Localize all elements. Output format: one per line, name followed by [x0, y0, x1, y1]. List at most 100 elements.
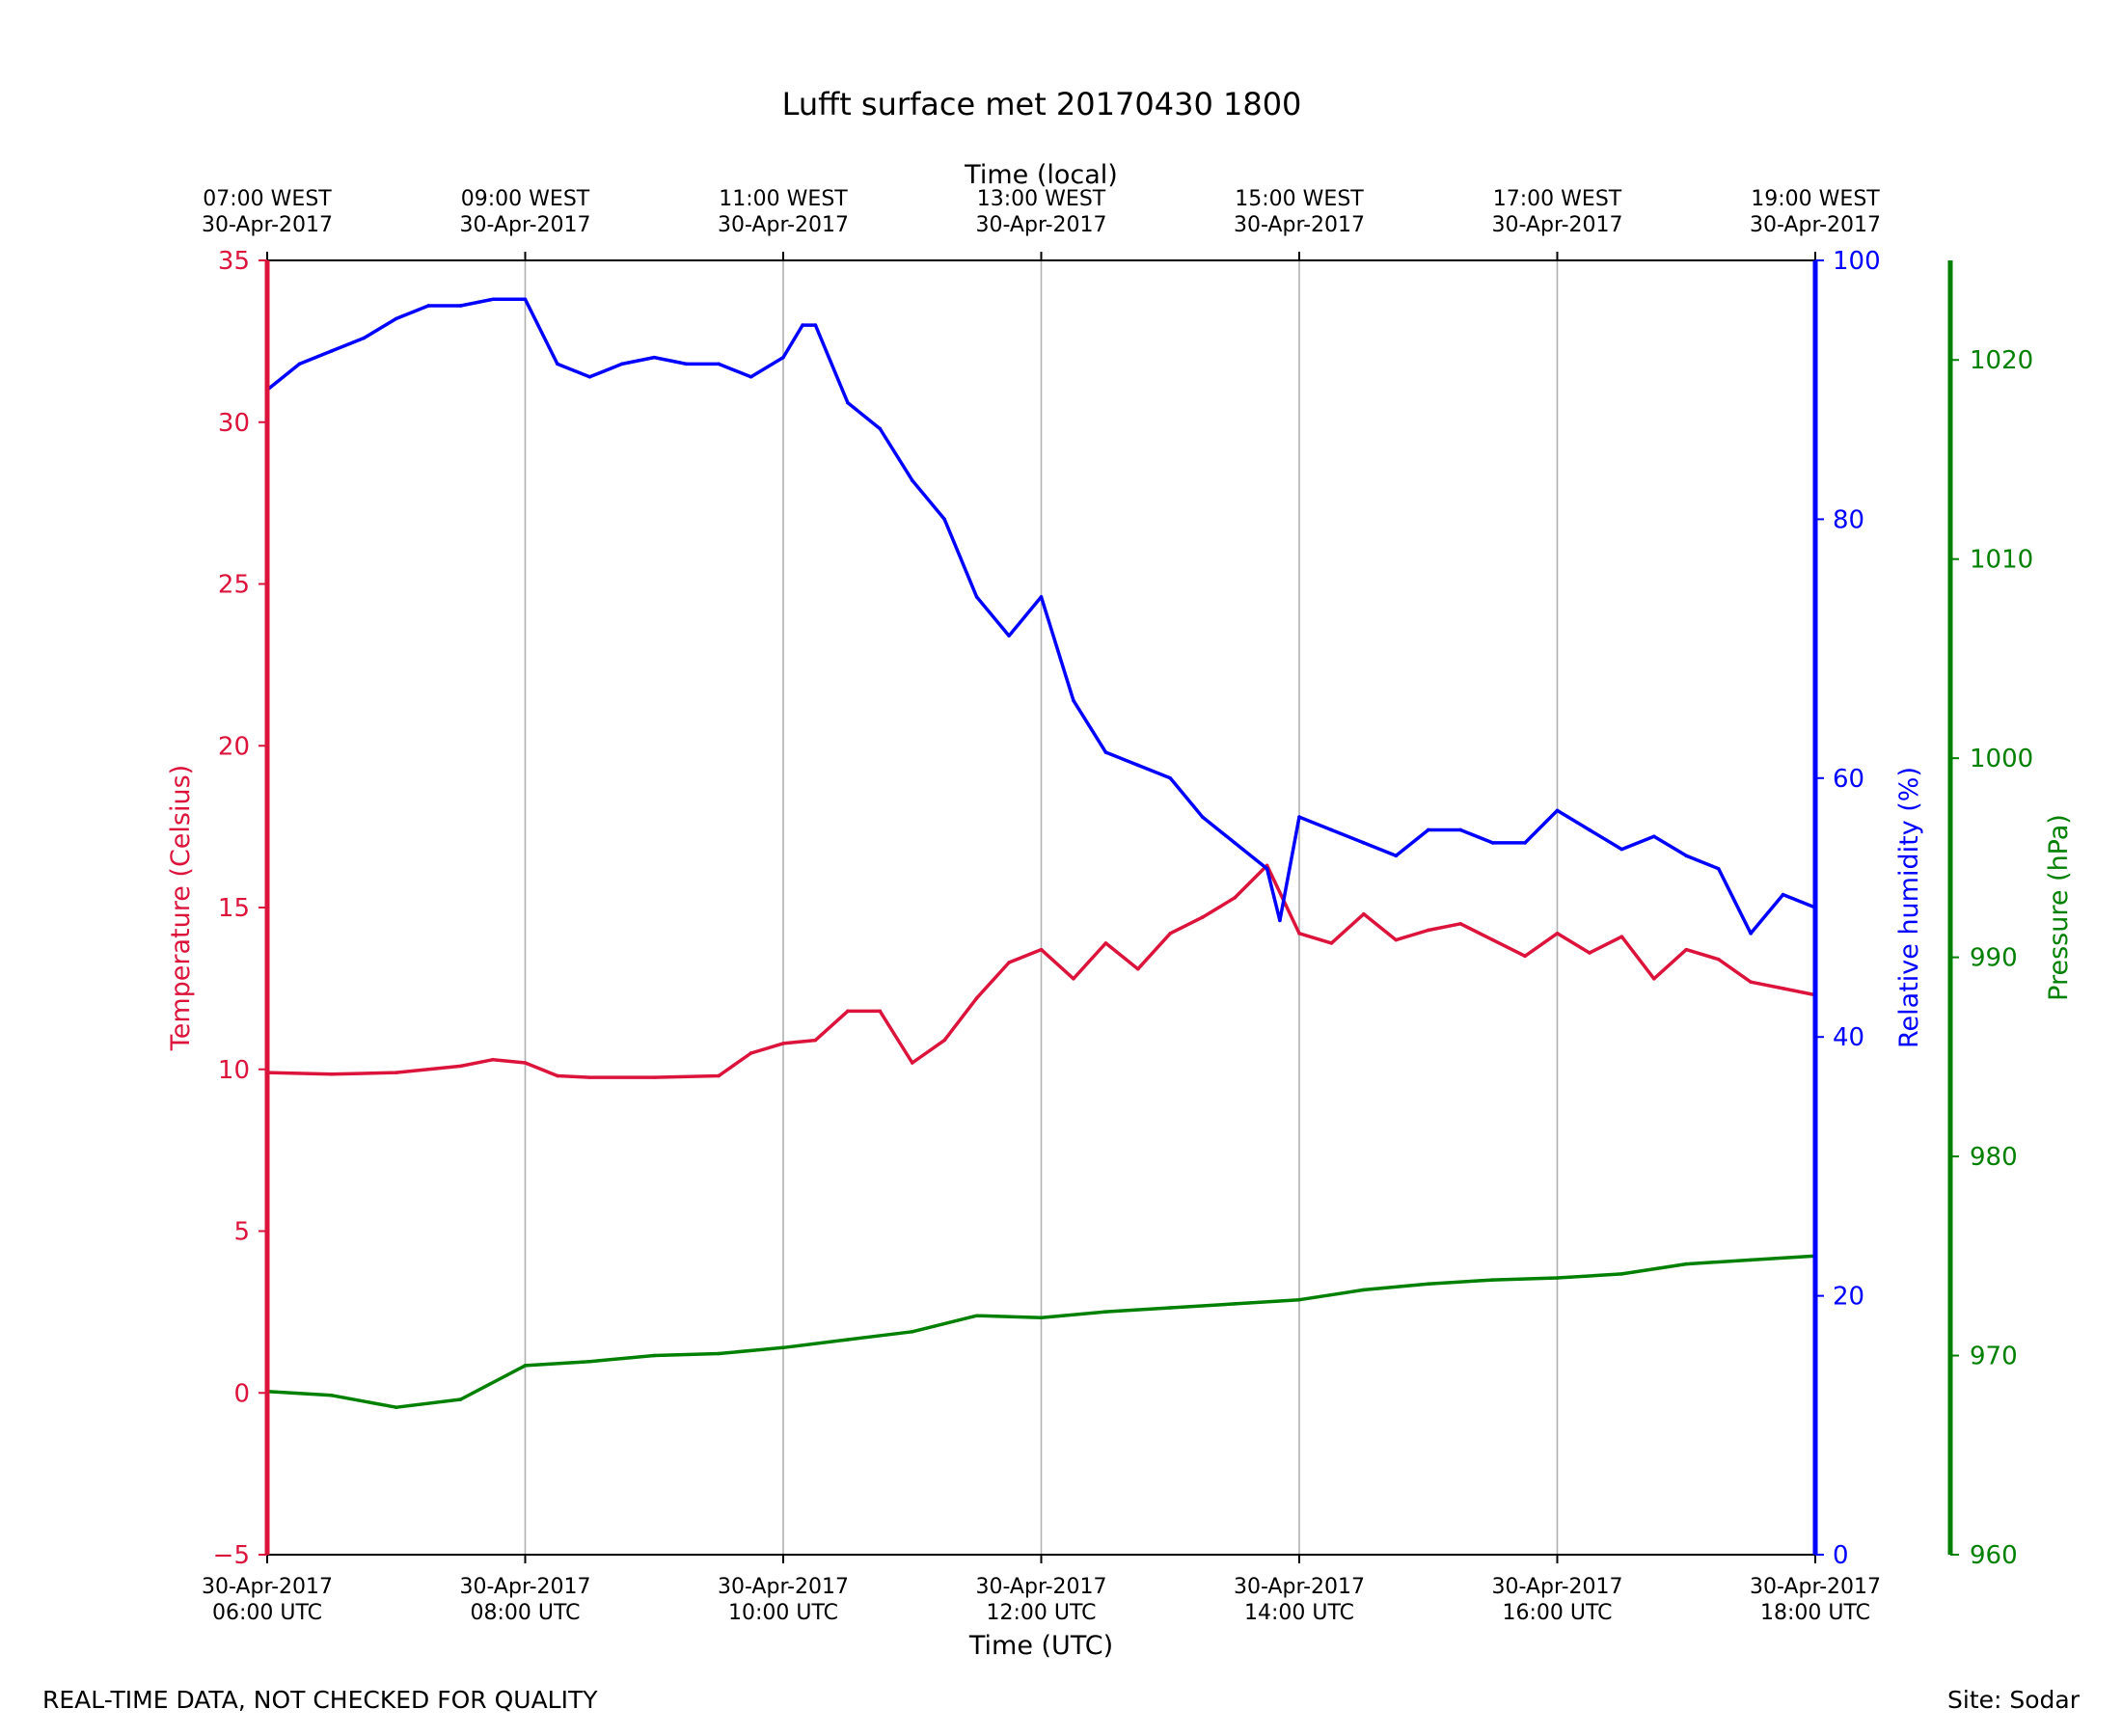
series-temp-point: [1136, 966, 1140, 971]
series-temp-point: [1007, 961, 1011, 964]
series-temp-point: [491, 1057, 495, 1062]
series-pres-point: [1233, 1302, 1237, 1306]
x-tick-date: 30-Apr-2017: [202, 1575, 333, 1599]
rh-tick-label: 20: [1833, 1283, 1864, 1312]
series-pres-point: [587, 1359, 592, 1364]
series-rh-point: [426, 304, 430, 308]
x2-tick-date: 30-Apr-2017: [1750, 213, 1881, 237]
series-temp-point: [556, 1073, 559, 1078]
series-pres-point: [717, 1351, 721, 1356]
x-tick-date: 30-Apr-2017: [459, 1575, 590, 1599]
rh-axis-label: Relative humidity (%): [1894, 767, 1924, 1048]
pres-tick-label: 960: [1970, 1541, 2018, 1570]
series-rh-point: [1136, 763, 1140, 768]
series-rh-point: [1716, 866, 1721, 871]
series-temp-point: [878, 1009, 883, 1014]
series-rh-point: [1619, 847, 1624, 852]
series-pres-point: [910, 1329, 914, 1334]
series-temp-point: [1103, 941, 1108, 945]
x-tick-time: 08:00 UTC: [470, 1601, 580, 1625]
series-temp-point: [846, 1009, 850, 1014]
series-rh-point: [910, 478, 914, 482]
series-rh-point: [1329, 827, 1334, 832]
series-pres-point: [652, 1353, 657, 1358]
series-rh-point: [748, 374, 753, 379]
temp-tick-label: 5: [233, 1218, 250, 1247]
series-rh-point: [878, 426, 883, 431]
pres-tick-label: 1020: [1970, 346, 2033, 375]
x-tick-time: 18:00 UTC: [1760, 1601, 1870, 1625]
x2-tick-date: 30-Apr-2017: [975, 213, 1106, 237]
series-pres-point: [1039, 1316, 1044, 1320]
series-rh-point: [1168, 776, 1173, 780]
series-rh-point: [781, 355, 785, 360]
series-rh-point: [1684, 854, 1689, 858]
series-rh-point: [1523, 841, 1527, 845]
temp-tick-label: 10: [218, 1056, 250, 1085]
x-tick-time: 12:00 UTC: [986, 1601, 1096, 1625]
series-temp-point: [1716, 957, 1721, 962]
series-temp-point: [330, 1071, 334, 1076]
x2-tick-date: 30-Apr-2017: [1234, 213, 1365, 237]
series-temp-point: [1168, 932, 1173, 936]
series-rh-point: [523, 297, 528, 302]
series-rh-point: [491, 297, 495, 302]
series-pres-point: [1749, 1258, 1753, 1262]
series-temp-point: [1297, 932, 1301, 936]
series-rh-point: [1362, 841, 1366, 845]
rh-tick-label: 40: [1833, 1023, 1864, 1052]
series-temp-point: [1039, 947, 1044, 952]
series-temp-point: [748, 1051, 753, 1055]
chart-title: Lufft surface met 20170430 1800: [782, 86, 1302, 122]
temp-tick-label: 35: [218, 247, 250, 276]
x-tick-time: 14:00 UTC: [1244, 1601, 1354, 1625]
series-temp-point: [1233, 896, 1237, 900]
series-temp-point: [910, 1061, 914, 1065]
series-temp-point: [717, 1073, 721, 1078]
pres-tick-label: 970: [1970, 1343, 2018, 1371]
series-rh-point: [846, 400, 850, 405]
x2-tick-time: 09:00 WEST: [461, 187, 590, 211]
series-rh-point: [1265, 866, 1269, 871]
series-pres-point: [1619, 1272, 1624, 1276]
series-temp-point: [523, 1061, 528, 1065]
series-rh-point: [587, 374, 592, 379]
series-pres-point: [781, 1345, 785, 1350]
series-pres-point: [458, 1397, 463, 1401]
series-pres-point: [394, 1405, 398, 1410]
series-rh-point: [1103, 750, 1108, 754]
series-rh-point: [801, 323, 804, 327]
series-rh-point: [1555, 808, 1560, 813]
series-temp-point: [974, 996, 979, 1000]
series-rh-point: [652, 355, 657, 360]
series-rh-point: [1458, 827, 1462, 832]
series-temp-point: [1200, 915, 1205, 919]
series-temp-point: [1426, 928, 1430, 933]
x-tick-time: 16:00 UTC: [1502, 1601, 1612, 1625]
series-rh-point: [1394, 854, 1399, 858]
series-temp-point: [394, 1071, 398, 1074]
temp-tick-label: 30: [218, 409, 250, 438]
pres-tick-label: 980: [1970, 1143, 2018, 1172]
series-pres-point: [1555, 1276, 1560, 1280]
x-axis-label: Time (UTC): [968, 1631, 1113, 1661]
series-rh-point: [1490, 841, 1495, 845]
series-temp-point: [1619, 935, 1624, 938]
series-temp-point: [1684, 947, 1689, 952]
quality-disclaimer: REAL-TIME DATA, NOT CHECKED FOR QUALITY: [42, 1686, 598, 1714]
series-temp-point: [1362, 911, 1366, 916]
series-temp-point: [781, 1042, 785, 1045]
x-tick-time: 06:00 UTC: [212, 1601, 322, 1625]
grid-layer: [524, 260, 1559, 1555]
temp-tick-label: −5: [213, 1541, 250, 1570]
series-pres-point: [330, 1394, 334, 1397]
series-rh-point: [1278, 918, 1282, 923]
temp-tick-label: 25: [218, 571, 250, 600]
rh-tick-label: 80: [1833, 505, 1864, 534]
series-temp-point: [652, 1075, 657, 1079]
series-rh-point: [1781, 892, 1785, 897]
x2-tick-time: 15:00 WEST: [1235, 187, 1364, 211]
series-pres-point: [1103, 1310, 1108, 1314]
series-temp-point: [1072, 977, 1075, 981]
